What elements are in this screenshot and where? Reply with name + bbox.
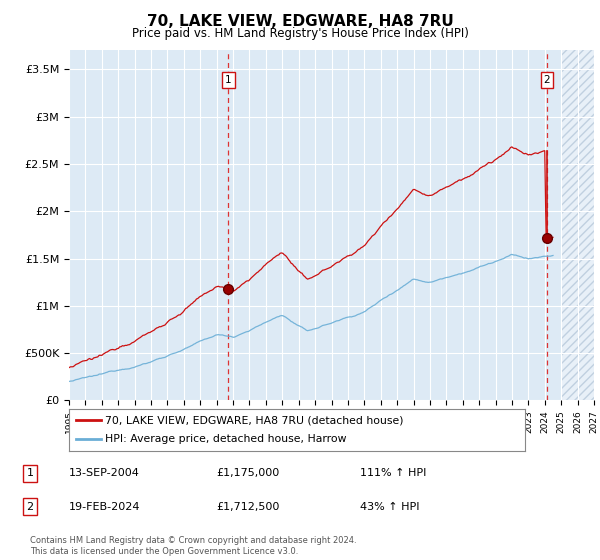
Text: £1,175,000: £1,175,000 [216, 468, 279, 478]
Text: 1: 1 [225, 75, 232, 85]
Text: 70, LAKE VIEW, EDGWARE, HA8 7RU (detached house): 70, LAKE VIEW, EDGWARE, HA8 7RU (detache… [106, 415, 404, 425]
Text: £1,712,500: £1,712,500 [216, 502, 280, 512]
Text: 2: 2 [544, 75, 550, 85]
Text: 111% ↑ HPI: 111% ↑ HPI [360, 468, 427, 478]
Bar [561, 50, 594, 400]
Text: Contains HM Land Registry data © Crown copyright and database right 2024.
This d: Contains HM Land Registry data © Crown c… [30, 536, 356, 556]
Text: 70, LAKE VIEW, EDGWARE, HA8 7RU: 70, LAKE VIEW, EDGWARE, HA8 7RU [146, 14, 454, 29]
Text: Price paid vs. HM Land Registry's House Price Index (HPI): Price paid vs. HM Land Registry's House … [131, 27, 469, 40]
Text: 43% ↑ HPI: 43% ↑ HPI [360, 502, 419, 512]
Bar [561, 50, 594, 400]
Text: 19-FEB-2024: 19-FEB-2024 [69, 502, 140, 512]
Text: 2: 2 [26, 502, 34, 512]
Text: 13-SEP-2004: 13-SEP-2004 [69, 468, 140, 478]
Text: HPI: Average price, detached house, Harrow: HPI: Average price, detached house, Harr… [106, 435, 347, 445]
Text: 1: 1 [26, 468, 34, 478]
